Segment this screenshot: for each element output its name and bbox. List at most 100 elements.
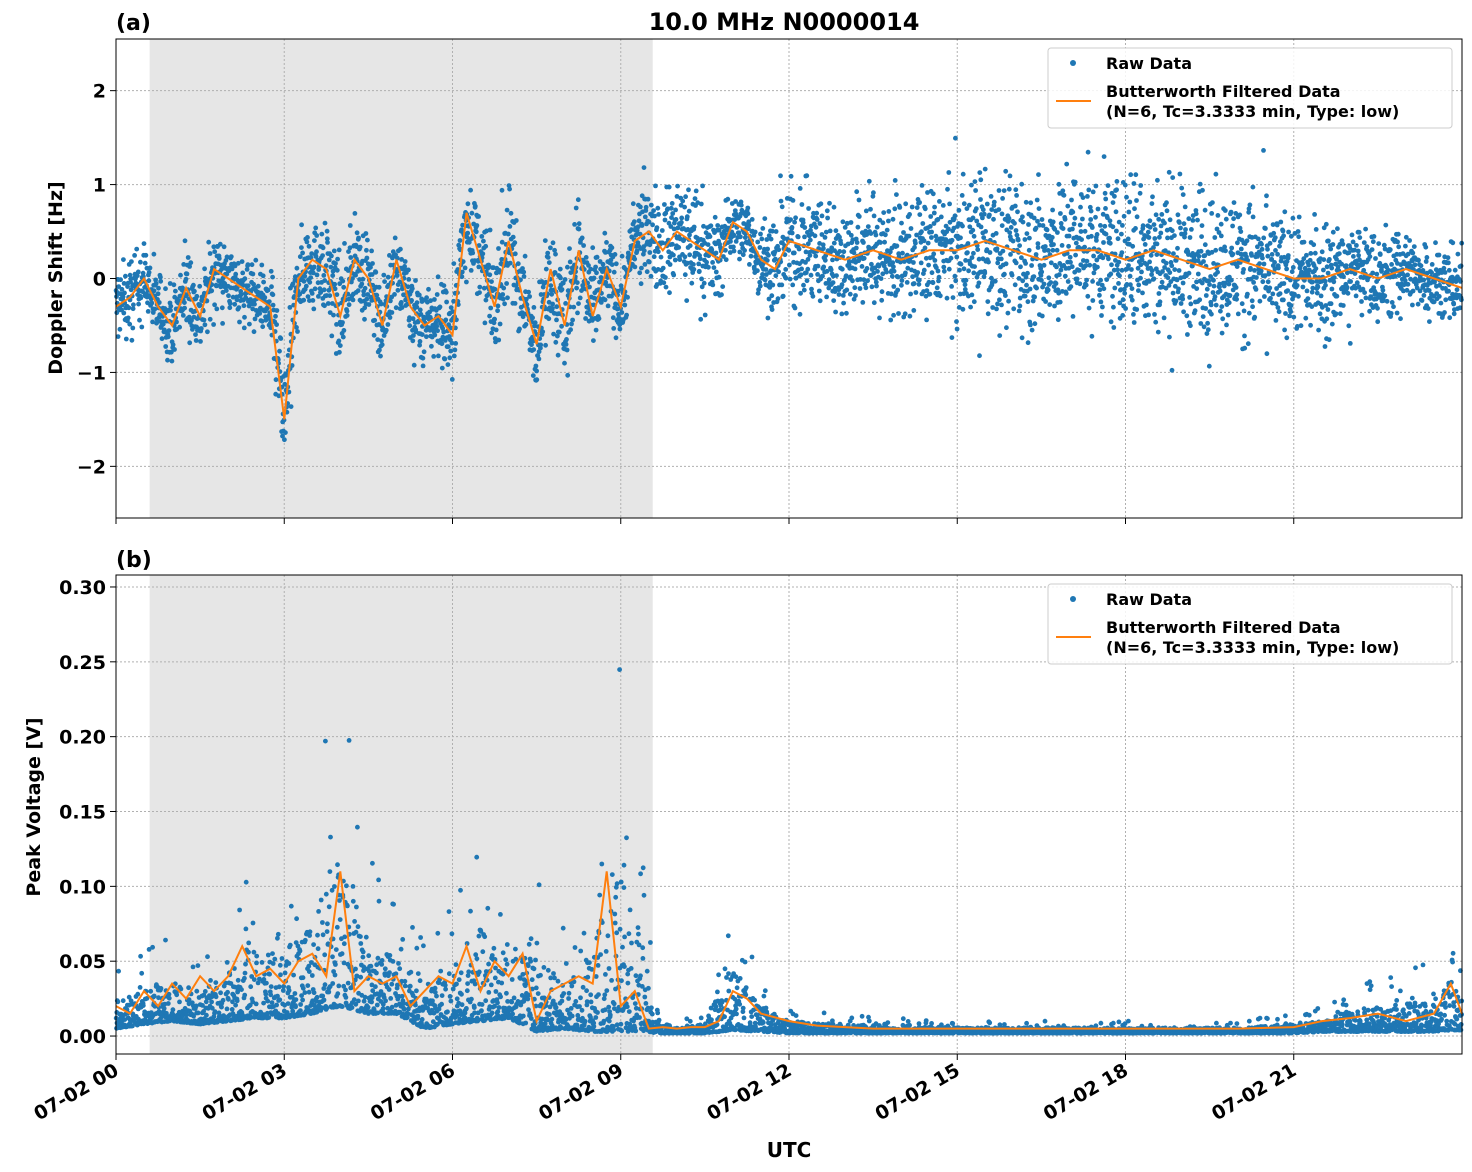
raw-data-point [531,305,537,310]
raw-data-point [1284,266,1289,272]
raw-data-point [1073,240,1079,246]
raw-data-point [1007,173,1013,179]
raw-data-point [791,250,797,256]
raw-data-point [705,242,711,248]
raw-data-point [341,328,347,333]
raw-data-point [825,215,830,221]
raw-data-point [1119,250,1125,256]
raw-data-point [643,204,649,210]
raw-data-point [820,273,825,279]
raw-data-point [969,182,974,188]
raw-data-point [888,317,894,323]
raw-data-point [797,186,803,191]
raw-data-point [1275,251,1280,257]
raw-data-point [581,243,586,248]
raw-data-point [662,217,668,223]
raw-data-point [1173,298,1179,304]
raw-data-point [1238,229,1244,235]
raw-data-point [1108,319,1114,325]
raw-data-point [190,964,196,970]
raw-data-point [1078,229,1084,234]
legend-raw-label-a: Raw Data [1106,54,1192,73]
raw-data-point [1024,282,1029,288]
raw-data-point [759,236,765,242]
raw-data-point [553,251,558,257]
raw-data-point [242,970,248,976]
raw-data-point [424,295,429,301]
raw-data-point [251,281,256,287]
raw-data-point [1190,218,1196,223]
raw-data-point [515,261,521,267]
raw-data-point [936,274,942,280]
raw-data-point [1003,168,1009,174]
raw-data-point [742,248,747,253]
raw-data-point [1059,243,1065,248]
raw-data-point [1125,236,1131,242]
raw-data-point [863,285,869,291]
raw-data-point [1171,251,1176,256]
raw-data-point [484,228,489,234]
raw-data-point [388,298,393,304]
raw-data-point [1254,275,1259,280]
raw-data-point [489,330,495,336]
raw-data-point [493,327,499,333]
raw-data-point [1101,154,1107,160]
raw-data-point [121,281,127,286]
raw-data-point [1015,237,1021,243]
raw-data-point [642,214,648,220]
raw-data-point [194,293,200,299]
raw-data-point [329,333,335,339]
raw-data-point [886,209,892,214]
raw-data-point [364,255,370,261]
raw-data-point [550,306,555,311]
raw-data-point [206,239,212,245]
raw-data-point [719,292,724,298]
raw-data-point [311,942,316,947]
raw-data-point [151,251,157,257]
raw-data-point [1285,288,1291,293]
raw-data-point [654,225,660,231]
raw-data-point [209,288,215,294]
raw-data-point [324,929,330,934]
raw-data-point [1211,277,1216,283]
raw-data-point [841,249,847,255]
raw-data-point [871,300,877,306]
raw-data-point [788,173,794,179]
raw-data-point [1249,298,1255,304]
raw-data-point [439,365,445,371]
raw-data-point [572,222,577,227]
raw-data-point [406,277,412,282]
raw-data-point [1101,286,1107,292]
raw-data-point [224,960,230,965]
raw-data-point [710,282,716,288]
raw-data-point [156,300,162,305]
raw-data-point [309,291,315,296]
raw-data-point [1022,237,1028,242]
raw-data-point [392,235,398,241]
raw-data-point [259,318,265,324]
raw-data-point [1033,252,1039,257]
raw-data-point [1198,248,1204,254]
raw-data-point [260,324,266,330]
raw-data-point [336,247,342,253]
raw-data-point [1298,323,1304,329]
raw-data-point [1129,286,1135,291]
raw-data-point [319,231,325,237]
raw-data-point [996,188,1002,193]
raw-data-point [847,291,853,297]
raw-data-point [978,197,983,202]
raw-data-point [562,360,567,366]
raw-data-point [344,308,350,314]
raw-data-point [301,297,307,303]
raw-data-point [684,214,690,220]
raw-data-point [345,268,351,273]
raw-data-point [294,325,299,330]
raw-data-point [844,287,850,293]
raw-data-point [801,287,807,293]
raw-data-point [1008,225,1014,230]
raw-data-point [890,260,896,265]
raw-data-point [1260,255,1265,261]
raw-data-point [226,293,231,299]
raw-data-point [431,354,437,359]
raw-data-point [327,869,333,874]
